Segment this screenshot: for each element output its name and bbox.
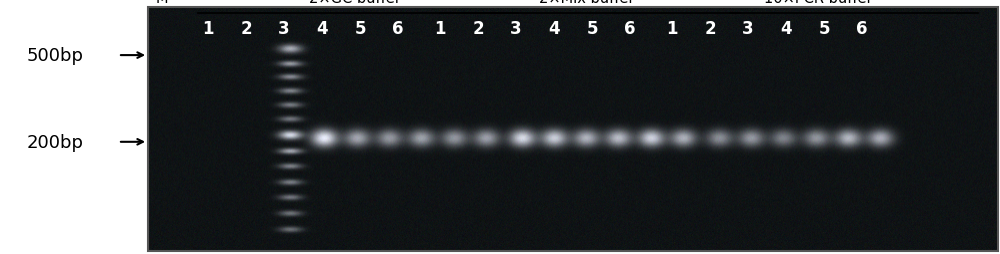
Text: 500bp: 500bp bbox=[26, 47, 84, 65]
Text: 2: 2 bbox=[240, 20, 252, 38]
Text: 3: 3 bbox=[742, 20, 754, 38]
Text: 6: 6 bbox=[624, 20, 636, 38]
Text: 2×GC buffer: 2×GC buffer bbox=[309, 0, 401, 6]
Text: 5: 5 bbox=[586, 20, 598, 38]
Text: 3: 3 bbox=[510, 20, 522, 38]
Bar bbox=[148, 8, 998, 251]
Text: 2: 2 bbox=[472, 20, 484, 38]
Text: 4: 4 bbox=[316, 20, 328, 38]
Text: 3: 3 bbox=[278, 20, 290, 38]
Text: 1: 1 bbox=[434, 20, 446, 38]
Text: 6: 6 bbox=[392, 20, 404, 38]
Text: 6: 6 bbox=[856, 20, 868, 38]
Text: 5: 5 bbox=[818, 20, 830, 38]
Text: 10×PCR buffer: 10×PCR buffer bbox=[764, 0, 872, 6]
Text: 1: 1 bbox=[666, 20, 678, 38]
Text: 5: 5 bbox=[354, 20, 366, 38]
Text: 1: 1 bbox=[202, 20, 214, 38]
Text: 200bp: 200bp bbox=[26, 133, 84, 151]
Text: 2×Mix buffer: 2×Mix buffer bbox=[539, 0, 635, 6]
Text: M: M bbox=[156, 0, 168, 6]
Text: 2: 2 bbox=[704, 20, 716, 38]
Text: 4: 4 bbox=[780, 20, 792, 38]
Text: 4: 4 bbox=[548, 20, 560, 38]
